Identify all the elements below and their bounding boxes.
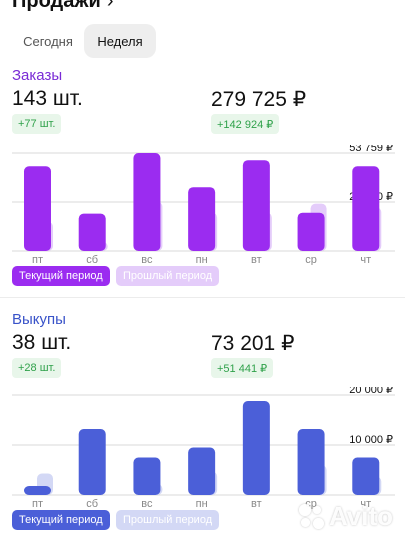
orders-chart-xtick-label: ср [305,254,317,265]
buyouts-chart-xtick-label: пт [32,498,43,509]
buyouts-sum-delta-badge: +51 441 ₽ [211,358,274,378]
avito-watermark: Avito [298,501,393,532]
buyouts-sum: 73 201 ₽ [211,332,295,355]
buyouts-chart-bar-current-0 [24,486,51,495]
page-title-text: Продажи [12,0,101,12]
buyouts-title: Выкупы [12,311,66,328]
orders-chart-bar-current-3 [188,187,216,251]
orders-chart-bar-current-2 [133,153,161,251]
orders-chart-xtick-label: пн [196,254,208,265]
buyouts-chart-xtick-label: вт [251,498,262,509]
buyouts-chart-bar-current-6 [352,457,380,495]
buyouts-legend-current-label: Текущий период [19,514,103,526]
buyouts-chart-svg: 10 000 ₽ 20 000 ₽ пт сб вс пн вт ср чт [12,387,395,509]
orders-chart-bar-current-4 [242,160,270,251]
orders-chart-xtick-label: вт [251,254,262,265]
buyouts-chart-xtick-label: ср [305,498,317,509]
orders-legend-current[interactable]: Текущий период [12,266,110,286]
buyouts-count: 38 шт. [12,331,72,354]
buyouts-chart-xtick-label: пн [196,498,208,509]
orders-legend-current-label: Текущий период [19,270,103,282]
buyouts-legend-previous-label: Прошлый период [123,514,213,526]
buyouts-chart-bar-current-5 [297,429,325,495]
buyouts-chart-ytick-label: 20 000 ₽ [349,387,393,396]
orders-sum-delta-badge: +142 924 ₽ [211,114,280,134]
section-divider [0,297,405,298]
orders-legend-previous[interactable]: Прошлый период [116,266,220,286]
buyouts-chart-ytick-label: 10 000 ₽ [349,434,393,446]
orders-chart-bar-current-6 [352,166,380,251]
orders-count-delta-badge: +77 шт. [12,114,62,134]
tab-today[interactable]: Сегодня [12,24,84,58]
orders-chart-xtick-label: пт [32,254,43,265]
buyouts-chart-bar-current-1 [78,429,106,495]
orders-chart-xtick-label: сб [86,254,98,265]
orders-sum: 279 725 ₽ [211,88,307,111]
orders-chart-xtick-label: вс [141,254,153,265]
buyouts-chart-bar-current-2 [133,457,161,495]
orders-chart-xtick-label: чт [360,254,371,265]
tab-week-label: Неделя [97,33,143,49]
tab-today-label: Сегодня [23,33,73,49]
orders-title: Заказы [12,67,63,84]
buyouts-chart-xtick-label: вс [141,498,153,509]
buyouts-chart-bar-current-3 [188,447,216,495]
chevron-right-icon: › [106,0,114,12]
buyouts-chart-xtick-label: чт [360,498,371,509]
page-title[interactable]: Продажи › [12,0,114,13]
orders-chart-ytick-label: 53 759 ₽ [349,145,393,154]
orders-legend-previous-label: Прошлый период [123,270,213,282]
orders-count: 143 шт. [12,87,83,110]
buyouts-chart-bar-current-4 [242,401,270,495]
orders-chart-bar-current-0 [24,166,51,251]
avito-logo-icon [298,503,325,530]
buyouts-chart: 10 000 ₽ 20 000 ₽ пт сб вс пн вт ср чт [0,387,405,509]
tab-week[interactable]: Неделя [84,24,156,58]
buyouts-chart-xtick-label: сб [86,498,98,509]
orders-chart-bar-current-1 [78,213,106,251]
buyouts-legend-current[interactable]: Текущий период [12,510,110,530]
buyouts-count-delta-badge: +28 шт. [12,358,62,378]
avito-watermark-text: Avito [328,501,393,531]
orders-chart-bar-current-5 [297,212,325,251]
buyouts-legend-previous[interactable]: Прошлый период [116,510,220,530]
